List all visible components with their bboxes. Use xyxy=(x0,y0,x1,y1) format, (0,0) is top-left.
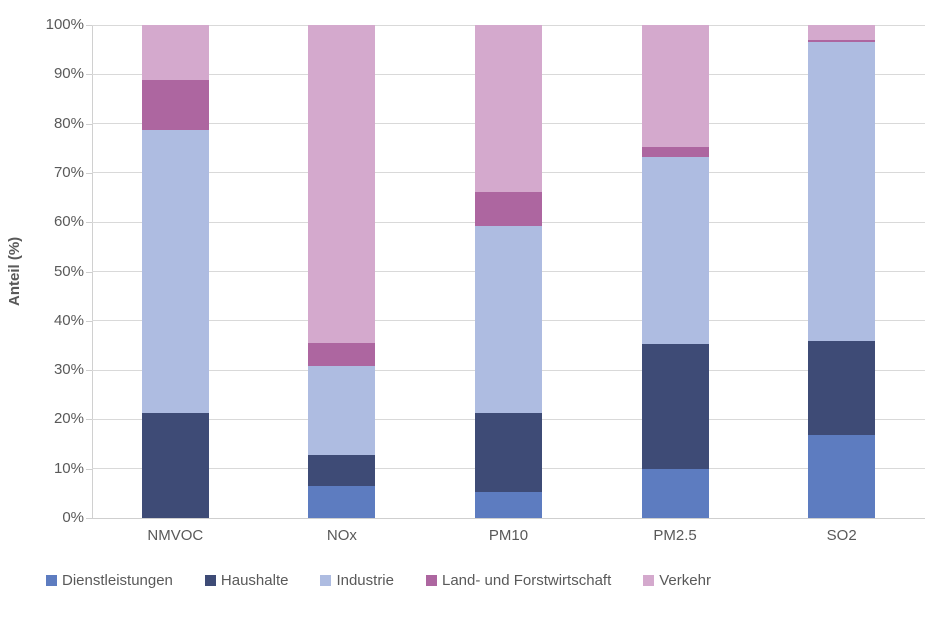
bar-segment-SO2-Dienstleistungen xyxy=(808,435,876,518)
bar-segment-PM10-Industrie xyxy=(475,225,542,413)
legend-label-Industrie: Industrie xyxy=(336,572,394,589)
bar-segment-NOx-Dienstleistungen xyxy=(308,485,376,518)
bar-segment-SO2-Haushalte xyxy=(808,340,876,436)
bar-segment-PM2.5-Verkehr xyxy=(641,25,709,148)
y-tick-label-60: 60% xyxy=(53,213,84,231)
legend-item-Land- und Forstwirtschaft: Land- und Forstwirtschaft xyxy=(426,572,611,589)
bar-segment-NMVOC-Verkehr xyxy=(141,25,209,81)
legend: Dienstleistungen Haushalte Industrie Land- … xyxy=(46,572,711,589)
legend-marker-Industrie xyxy=(320,575,332,586)
bar-segment-NOx-Industrie xyxy=(308,366,376,455)
legend-item-Dienstleistungen: Dienstleistungen xyxy=(46,572,173,589)
legend-marker-Land- und Forstwirtschaft xyxy=(426,575,437,586)
y-tick-label-70: 70% xyxy=(53,163,84,181)
bar-segment-NOx-Verkehr xyxy=(308,25,376,344)
y-tick-label-30: 30% xyxy=(53,361,84,379)
x-axis-label-NOx: NOx xyxy=(326,527,357,544)
x-axis-label-PM10: PM10 xyxy=(488,527,529,544)
legend-label-Verkehr: Verkehr xyxy=(659,572,711,589)
bar-NOx xyxy=(308,25,376,518)
bar-segment-PM2.5-Land- und Forstwirtschaft xyxy=(641,147,709,158)
legend-marker-Verkehr xyxy=(643,575,655,586)
x-axis-label-SO2: SO2 xyxy=(826,527,857,544)
bar-SO2 xyxy=(808,25,876,518)
y-tick-mark-90 xyxy=(86,74,92,76)
bar-segment-PM10-Land- und Forstwirtschaft xyxy=(475,192,542,226)
y-tick-mark-60 xyxy=(86,222,92,224)
bar-segment-PM2.5-Dienstleistungen xyxy=(641,469,709,518)
y-tick-label-80: 80% xyxy=(53,114,84,132)
y-tick-mark-40 xyxy=(86,320,92,322)
bar-NMVOC xyxy=(141,25,209,518)
bar-segment-SO2-Verkehr xyxy=(808,25,876,40)
y-tick-mark-30 xyxy=(86,370,92,372)
plot-area xyxy=(92,25,925,519)
y-tick-mark-100 xyxy=(86,25,92,26)
legend-marker-Dienstleistungen xyxy=(46,575,57,586)
bar-segment-SO2-Industrie xyxy=(808,41,876,341)
y-tick-label-50: 50% xyxy=(53,262,84,280)
x-axis-labels: NMVOC NOx PM10 PM2.5 SO2 xyxy=(92,527,925,549)
y-tick-label-20: 20% xyxy=(53,410,84,428)
y-tick-label-10: 10% xyxy=(53,459,84,477)
bar-segment-PM10-Verkehr xyxy=(475,25,542,193)
legend-label-Land- und Forstwirtschaft: Land- und Forstwirtschaft xyxy=(442,572,612,589)
legend-item-Industrie: Industrie xyxy=(320,572,394,589)
y-tick-mark-0 xyxy=(86,518,92,519)
x-axis-label-NMVOC: NMVOC xyxy=(147,527,204,544)
x-axis-label-PM2.5: PM2.5 xyxy=(653,527,697,544)
y-tick-label-0: 0% xyxy=(62,509,84,526)
bar-segment-PM2.5-Industrie xyxy=(641,157,709,345)
y-tick-label-90: 90% xyxy=(53,65,84,83)
bar-segment-PM2.5-Haushalte xyxy=(641,344,709,470)
bar-PM10 xyxy=(475,25,542,518)
bar-segment-NMVOC-Haushalte xyxy=(141,413,209,518)
y-tick-label-100: 100% xyxy=(45,16,84,33)
bar-segment-PM10-Dienstleistungen xyxy=(475,492,542,518)
y-axis-line xyxy=(92,25,93,519)
y-tick-mark-70 xyxy=(86,172,92,174)
bar-segment-NMVOC-Land- und Forstwirtschaft xyxy=(141,80,209,131)
gridline-0 xyxy=(92,517,925,519)
legend-label-Haushalte: Haushalte xyxy=(220,572,289,589)
legend-marker-Haushalte xyxy=(204,575,216,586)
y-tick-mark-80 xyxy=(86,123,92,125)
y-tick-mark-50 xyxy=(86,271,92,273)
y-axis-tick-labels: 0% 10% 20% 30% 40% 50% 60% 70% 80% 90% 100% xyxy=(0,16,84,526)
bar-segment-NOx-Haushalte xyxy=(308,454,376,486)
bar-segment-PM10-Haushalte xyxy=(475,412,542,493)
bar-segment-SO2-Land- und Forstwirtschaft xyxy=(808,39,876,42)
legend-item-Haushalte: Haushalte xyxy=(204,572,289,589)
y-tick-label-40: 40% xyxy=(53,311,84,329)
bar-segment-NMVOC-Industrie xyxy=(141,130,209,414)
legend-label-Dienstleistungen: Dienstleistungen xyxy=(62,572,173,589)
legend-item-Verkehr: Verkehr xyxy=(643,572,711,589)
bar-PM2.5 xyxy=(641,25,709,518)
y-tick-mark-10 xyxy=(86,468,92,470)
y-tick-mark-20 xyxy=(86,419,92,421)
bar-segment-NOx-Land- und Forstwirtschaft xyxy=(308,343,376,367)
